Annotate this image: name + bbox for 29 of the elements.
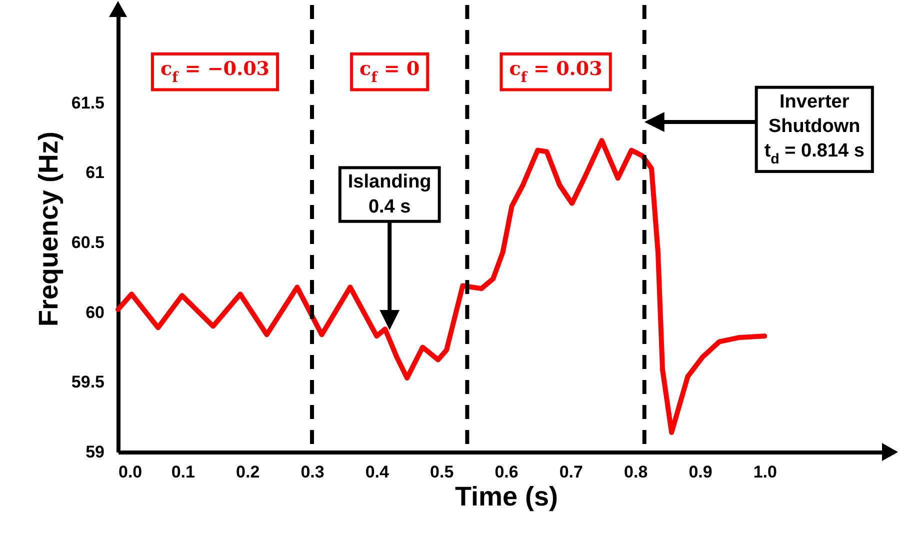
y-tick-label: 59.5 [71,372,104,392]
x-tick-label: 0.8 [624,462,648,482]
x-tick-label: 0.0 [118,462,142,482]
x-tick-label: 0.6 [494,462,518,482]
y-tick-label: 60.5 [71,232,104,252]
y-tick-label: 61 [86,163,104,182]
y-axis-title: Frequency (Hz) [33,131,64,327]
y-tick-label: 61.5 [71,93,104,112]
x-tick-label: 0.5 [430,462,454,482]
x-tick-label: 0.9 [688,462,712,482]
y-tick-label: 59 [86,442,104,462]
region-note: c$_{f}$ = 0.03 [500,52,612,92]
note: Inverter Shutdown t$_{d}$ = 0.814 s [754,86,874,173]
annotation: Inverter Shutdown t$_{d}$ = 0.814 s [764,91,864,168]
x-tick-label: 0.1 [171,462,195,482]
y-tick-label: 60 [86,302,104,322]
annotation: c$_{f}$ = −0.03 [160,58,270,86]
x-tick-label: 0.4 [365,462,390,482]
x-tick-label: 0.2 [236,462,260,482]
annotation: Islanding 0.4 s [348,172,432,218]
x-axis-title: Time (s) [454,482,558,512]
x-tick-label: 0.3 [300,462,324,482]
x-tick-label: 1.0 [753,462,777,482]
region-note: c$_{f}$ = −0.03 [150,52,280,92]
x-tick-label: 0.7 [559,462,583,482]
note: Islanding 0.4 s [338,166,441,223]
region-note: c$_{f}$ = 0 [350,52,430,92]
annotation: c$_{f}$ = 0.03 [509,58,602,86]
annotation: c$_{f}$ = 0 [360,58,420,86]
